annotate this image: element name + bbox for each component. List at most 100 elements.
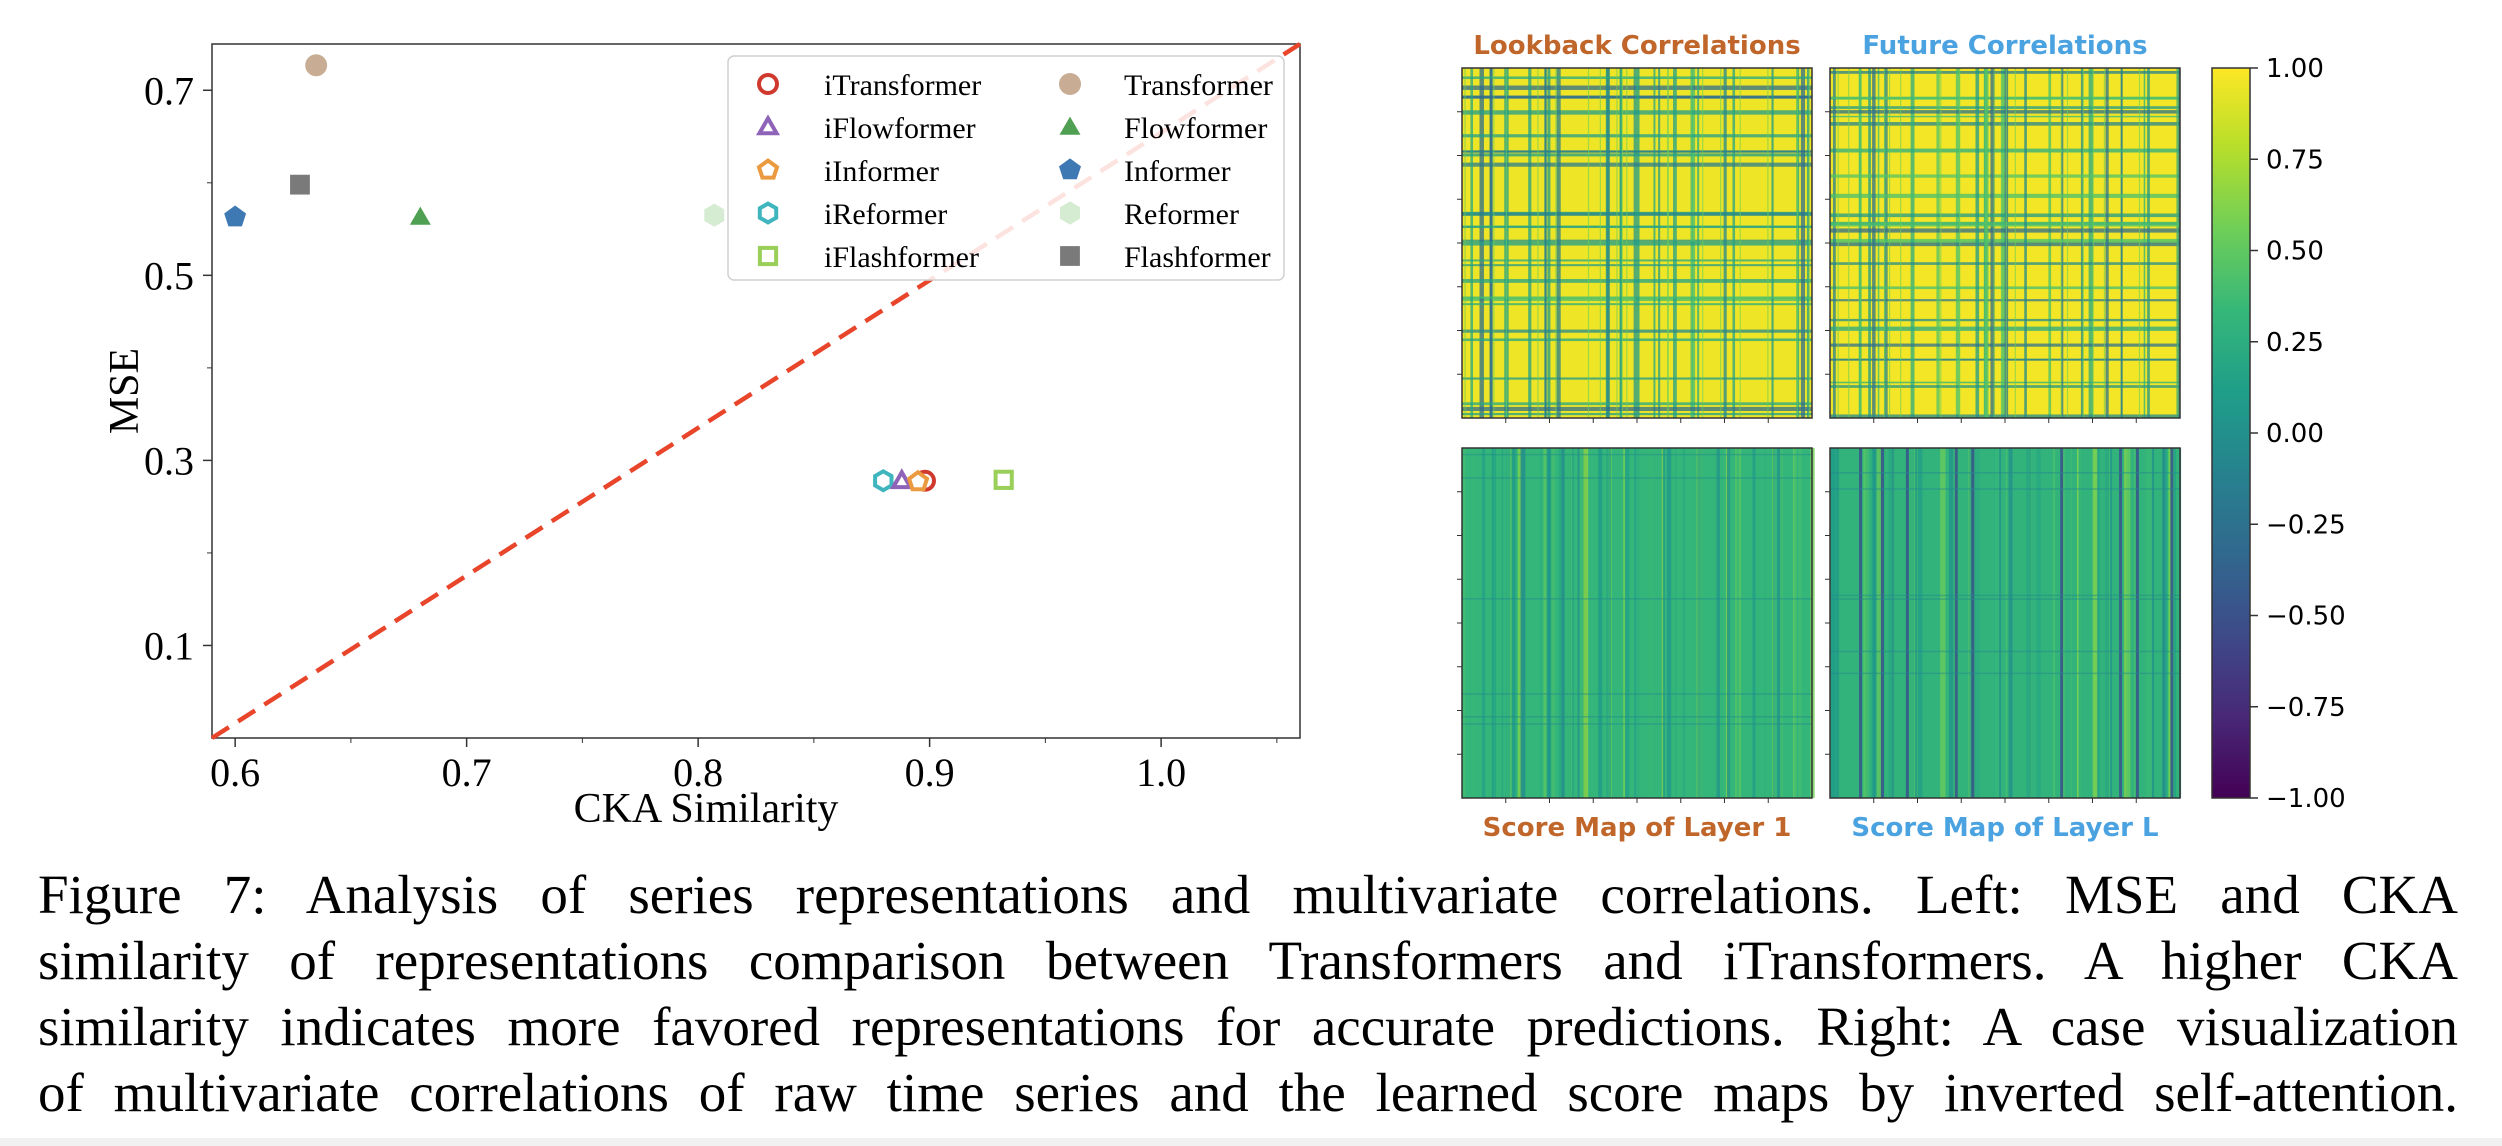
heatmap-stripe (2076, 448, 2082, 798)
heatmap-stripe (2063, 448, 2065, 798)
heatmap-stripe (2103, 68, 2106, 418)
heatmap-stripe (1676, 448, 1679, 798)
heatmap-stripe (2109, 448, 2112, 798)
heatmap-stripe (1624, 448, 1630, 798)
point-informer (224, 205, 247, 227)
heatmap-stripe (1462, 723, 1812, 725)
heatmap-stripe (1905, 448, 1909, 798)
heatmap-stripe (1722, 448, 1726, 798)
heatmap-stripe (1599, 68, 1601, 418)
heatmap-stripe (1735, 448, 1738, 798)
heatmap-stripe (1543, 448, 1547, 798)
heatmap-stripe (1975, 68, 1980, 418)
heatmap-stripe (1830, 414, 2180, 419)
scatter-points (224, 54, 1014, 493)
heatmap-stripe (1772, 448, 1776, 798)
heatmap-stripe (1547, 448, 1551, 798)
colorbar-tick-label: −1.00 (2266, 784, 2346, 814)
heatmap-stripe (1556, 68, 1561, 418)
heatmap-stripe (1472, 448, 1475, 798)
heatmap-stripe (1837, 68, 1839, 418)
colorbar-gradient (2211, 67, 2251, 799)
y-tick-label: 0.7 (144, 68, 194, 113)
heatmap-stripe (2060, 68, 2062, 418)
heatmap-stripe (1798, 448, 1802, 798)
heatmap-stripe (1969, 448, 1974, 798)
heatmap-stripe (2151, 448, 2155, 798)
heatmap-stripe (1462, 716, 1812, 718)
legend-label-flashformer: Flashformer (1124, 241, 1271, 274)
heatmap-stripe (1551, 448, 1555, 798)
colorbar-tick-label: −0.50 (2266, 602, 2346, 632)
heatmap-stripe (1830, 472, 2180, 474)
heatmap-stripe (2176, 68, 2181, 418)
heatmap-stripe (1796, 68, 1798, 418)
heatmap-stripe (1462, 162, 1812, 167)
heatmap-stripe (1985, 68, 1987, 418)
heatmap-stripe (1702, 68, 1704, 418)
legend-marker-iflashformer (757, 245, 779, 267)
heatmap-stripe (1914, 448, 1917, 798)
heatmap-stripe (2097, 448, 2100, 798)
legend-marker-transformer (1059, 73, 1081, 95)
colorbar-tick-label: 0.00 (2266, 419, 2324, 449)
heatmap-title: Score Map of Layer 1 (1483, 813, 1792, 843)
heatmap-stripe (2026, 448, 2032, 798)
colorbar-tick-label: 0.50 (2266, 237, 2324, 267)
heatmap-title: Score Map of Layer L (1851, 813, 2158, 843)
legend-label-reformer: Reformer (1124, 198, 1239, 231)
heatmap-stripe (1470, 68, 1474, 418)
heatmap-stripe (1462, 225, 1812, 229)
heatmap-stripe (1800, 68, 1806, 418)
heatmap-stripe (1764, 448, 1767, 798)
heatmap-stripe (1891, 448, 1895, 798)
heatmap-stripe (1917, 448, 1923, 798)
heatmap-stripe (1667, 68, 1669, 418)
heatmap-stripe (1863, 448, 1869, 798)
heatmap-stripe (2024, 68, 2027, 418)
heatmap-stripe (1863, 448, 1866, 798)
heatmap-stripe (2145, 448, 2149, 798)
heatmap-stripe (1948, 448, 1954, 798)
point-flowformer (409, 206, 431, 225)
heatmap-stripe (1621, 68, 1623, 418)
heatmap-stripe (1666, 448, 1672, 798)
heatmap-stripe (2174, 448, 2177, 798)
heatmap-stripe (1830, 343, 2180, 347)
heatmap-stripe (1462, 477, 1812, 479)
heatmap-stripe (1540, 448, 1542, 798)
caption-line: similarity indicates more favored repres… (38, 996, 2458, 1057)
heatmap-stripe (1462, 406, 1812, 412)
heatmap-stripe (1716, 448, 1721, 798)
heatmap-stripe (1555, 68, 1557, 418)
legend-label-iflowformer: iFlowformer (824, 112, 976, 145)
heatmap-stripe (1682, 448, 1686, 798)
heatmap-stripe (2092, 68, 2094, 418)
point-transformer (305, 54, 328, 77)
heatmap-figure: Lookback Correlations Future Correlations… (1457, 31, 2346, 843)
heatmap-stripe (1954, 448, 1958, 798)
heatmap-stripe (1830, 598, 2180, 600)
heatmap-stripe (2076, 448, 2079, 798)
heatmap-stripe (1626, 68, 1628, 418)
heatmap-stripe (1723, 68, 1727, 418)
heatmap-stripe (1493, 448, 1496, 798)
heatmap-stripe (1512, 448, 1516, 798)
legend-label-ireformer: iReformer (824, 198, 947, 231)
point-reformer (704, 203, 725, 227)
heatmap-stripe (1876, 448, 1881, 798)
heatmap-stripe (1561, 448, 1565, 798)
heatmap-stripe (1463, 448, 1466, 798)
heatmap-title: Lookback Correlations (1473, 31, 1800, 61)
heatmap-stripe (1505, 68, 1507, 418)
heatmap-stripe (1697, 448, 1702, 798)
heatmap-stripe (1993, 68, 1995, 418)
heatmap-stripe (2125, 448, 2131, 798)
scatter-legend: iTransformer iFlowformer iInformer iReforme… (727, 55, 1285, 281)
heatmap-stripe (2105, 448, 2110, 798)
heatmap-stripe (1481, 448, 1486, 798)
x-tick-label: 0.9 (905, 750, 955, 795)
page-bottom-edge (0, 1138, 2502, 1146)
heatmap-stripe (1883, 68, 1886, 418)
heatmap-stripe (2138, 68, 2141, 418)
